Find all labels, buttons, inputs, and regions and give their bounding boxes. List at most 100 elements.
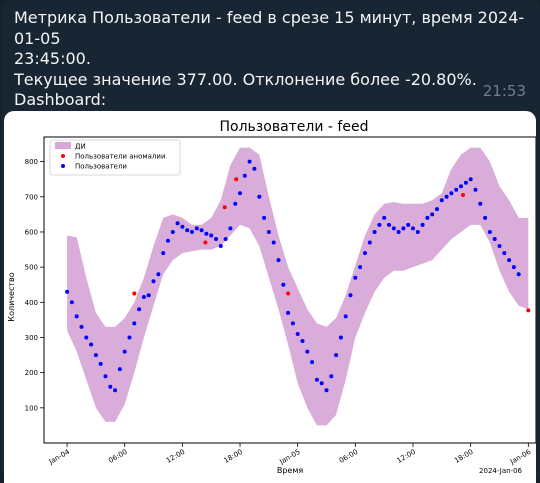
users-point [122,349,127,354]
users-point [507,258,512,263]
legend-users-marker [61,164,65,168]
users-point [185,228,190,233]
users-point [430,212,435,217]
users-point [396,230,401,234]
users-point [79,324,84,329]
plot-frame [43,136,536,444]
legend-label-band: ДИ [75,143,86,151]
users-point [190,230,194,234]
users-point [372,230,377,234]
users-point [310,360,315,365]
users-point [209,233,214,238]
users-point [300,339,305,343]
users-point [353,275,358,280]
users-point [324,388,329,393]
y-tick-label: 200 [25,369,38,377]
users-point [117,367,122,372]
users-point [459,184,463,189]
x-tick-label: 12:00 [165,448,186,465]
y-tick-label: 500 [25,264,38,272]
users-point [180,224,185,229]
anomaly-point [286,291,291,296]
x-tick-label: 06:00 [107,448,128,465]
y-tick-label: 300 [25,334,38,342]
users-point [463,180,468,185]
users-point [238,191,242,196]
users-point [89,342,94,347]
x-tick-label: 06:00 [338,448,359,465]
y-tick-label: 800 [25,158,38,166]
legend-frame [49,139,181,176]
users-point [228,226,233,231]
chart-image[interactable]: Пользователи - feed 100 200 300 400 500 600 70… [4,111,536,483]
users-point [166,238,170,243]
users-point [295,332,300,336]
x-tick-label: Jan-06 [508,448,533,467]
users-point [286,310,291,315]
y-tick-label: 700 [25,193,38,201]
users-point [497,244,502,248]
users-point [314,377,319,382]
message-line-4: Dashboard: [14,90,107,109]
users-point [252,166,257,171]
users-point [65,289,70,294]
x-tick-label: 12:00 [396,448,417,465]
anomaly-point [203,240,208,245]
x-tick-label: Jan-05 [278,448,302,467]
users-point [98,361,103,366]
users-point [483,215,488,220]
message-line-1: Метрика Пользователи - feed в срезе 15 м… [14,8,525,48]
legend-label-anomaly: Пользователи аномалии [75,153,166,161]
x-axis-label: Время [277,466,304,475]
users-point [338,335,343,340]
chart-title: Пользователи - feed [220,119,369,135]
users-point [329,374,334,379]
users-point [156,272,161,277]
users-point [108,384,113,389]
users-point [334,353,339,358]
users-point [511,265,516,270]
users-point [305,349,310,354]
corner-date-label: 2024-Jan-06 [479,467,523,475]
users-point [516,272,521,277]
users-point [358,265,363,270]
users-point [391,226,396,231]
users-point [319,381,324,386]
users-point [367,240,372,245]
chart: Пользователи - feed 100 200 300 400 500 600 70… [7,119,536,475]
anomaly-point [234,177,239,182]
users-point [377,222,382,227]
users-point [492,237,497,241]
users-point [137,307,142,312]
users-point [382,215,387,220]
y-tick-label: 400 [25,299,38,307]
users-point [204,231,209,236]
users-point [132,321,137,326]
users-point [439,198,444,203]
users-point [276,258,281,263]
users-point [175,221,180,226]
users-point [151,279,156,284]
users-point [363,251,367,256]
users-point [387,222,391,227]
legend-anomaly-marker [61,154,65,158]
legend-band-swatch [55,142,71,149]
anomaly-point [132,291,137,296]
users-point [146,293,151,298]
users-point [127,335,132,340]
x-tick-label: 18:00 [223,448,244,465]
users-point [170,230,175,234]
users-point [199,228,204,233]
users-point [406,222,411,227]
users-point [411,226,415,231]
users-point [502,251,507,256]
users-point [473,187,478,192]
users-point [93,353,98,358]
users-point [281,282,286,287]
users-point [266,230,271,234]
users-point [435,207,439,212]
users-point [233,201,238,206]
users-point [444,194,449,199]
users-point [478,201,483,206]
users-point [290,321,295,326]
